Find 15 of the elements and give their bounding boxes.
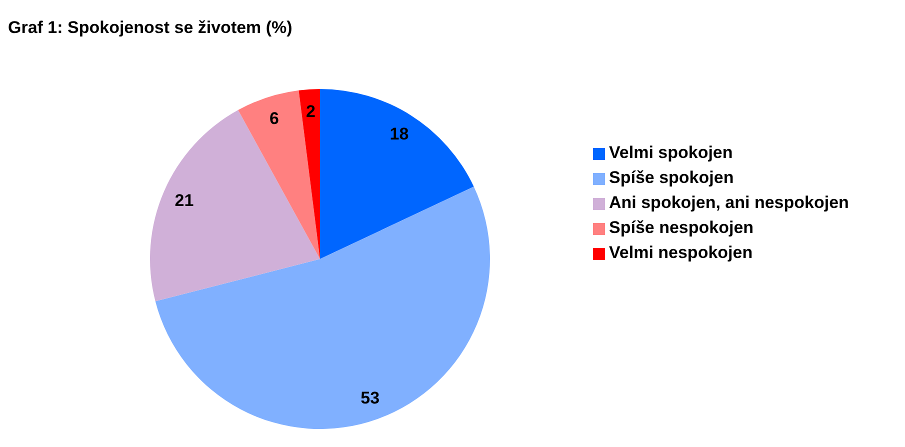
data-label: 18	[390, 124, 409, 144]
pie-slice	[238, 90, 320, 259]
data-label: 2	[306, 102, 316, 121]
legend-label: Velmi nespokojen	[609, 243, 753, 262]
pie-slice	[320, 89, 474, 259]
data-label: 21	[174, 190, 194, 210]
chart-title: Graf 1: Spokojenost se životem (%)	[8, 18, 292, 38]
data-label: 6	[270, 108, 280, 128]
legend-label: Velmi spokojen	[609, 143, 733, 162]
pie-slice	[298, 89, 320, 259]
legend-label: Ani spokojen, ani nespokojen	[609, 193, 849, 212]
data-label: 53	[360, 388, 380, 408]
legend-label: Spíše spokojen	[609, 168, 734, 187]
pie-slice	[155, 186, 490, 429]
legend-label: Spíše nespokojen	[609, 218, 754, 237]
